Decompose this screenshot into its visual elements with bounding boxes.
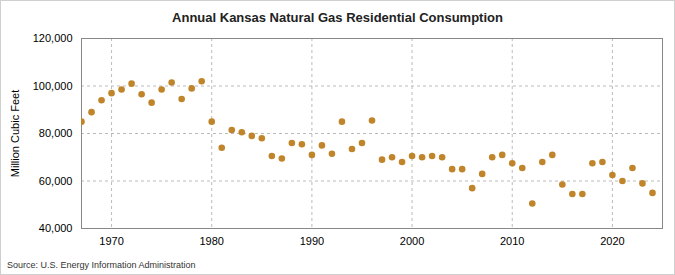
svg-text:120,000: 120,000 [33, 32, 73, 44]
svg-text:40,000: 40,000 [39, 222, 73, 234]
svg-text:100,000: 100,000 [33, 80, 73, 92]
svg-text:Million Cubic Feet: Million Cubic Feet [9, 90, 21, 177]
svg-text:1980: 1980 [199, 235, 223, 247]
svg-text:2010: 2010 [500, 235, 524, 247]
svg-text:60,000: 60,000 [39, 175, 73, 187]
svg-text:2020: 2020 [600, 235, 624, 247]
svg-text:1990: 1990 [300, 235, 324, 247]
html-text:Annual Kansas Natural Gas Resi: Annual Kansas Natural Gas Residential Co… [172, 10, 503, 25]
svg-text:80,000: 80,000 [39, 127, 73, 139]
svg-text:1970: 1970 [99, 235, 123, 247]
html-text:Source: U.S. Energy Informatio: Source: U.S. Energy Information Administ… [7, 260, 196, 270]
svg-text:2000: 2000 [400, 235, 424, 247]
